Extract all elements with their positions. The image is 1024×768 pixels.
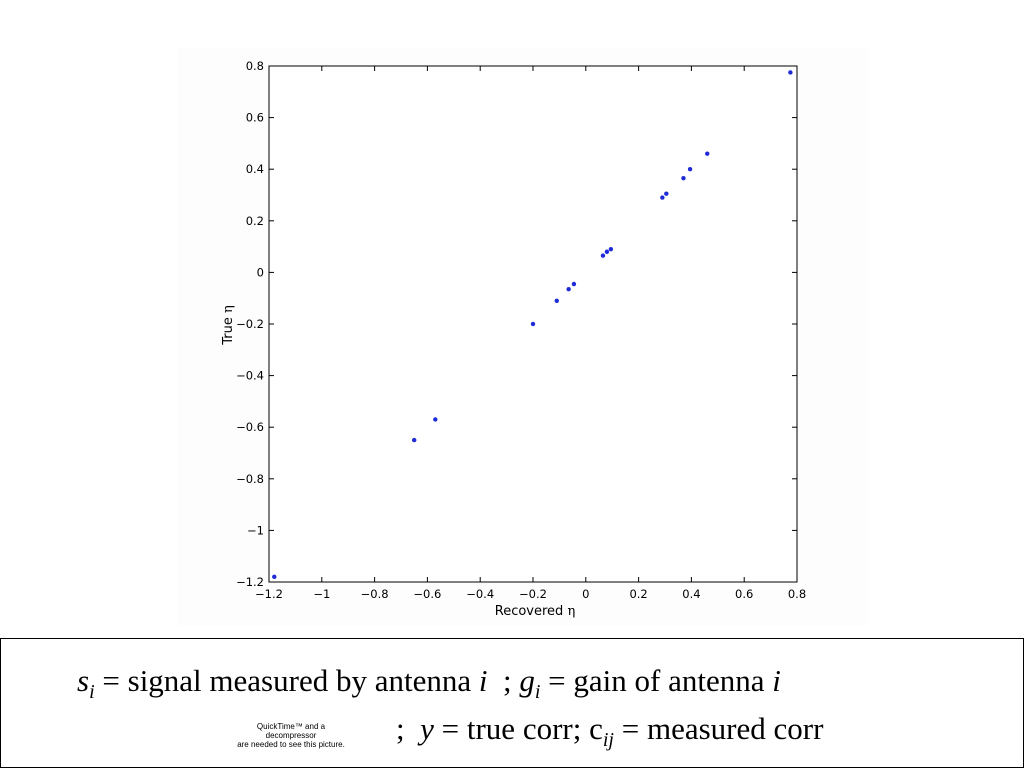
caption-text: = signal measured by antenna [94,663,479,698]
x-tick-label: −0.4 [466,587,494,601]
caption-text: = measured corr [613,711,824,746]
data-point [664,191,669,196]
symbol-i: i [772,663,781,698]
y-tick-label: 0.2 [246,214,264,228]
caption-box: si = signal measured by antenna i ; gi =… [0,638,1024,768]
caption-line-1: si = signal measured by antenna i ; gi =… [77,663,781,704]
caption-line-2: ; y = true corr; cij = measured corr [396,711,823,752]
y-tick-label: −0.4 [236,369,264,383]
data-point [608,246,614,252]
y-tick-label: −0.6 [236,420,264,434]
x-tick-label: −1 [313,587,330,601]
caption-text: = gain of antenna [540,663,773,698]
y-tick-label: −1.2 [236,575,264,589]
symbol-g: g [519,663,535,698]
y-tick-label: 0.4 [246,162,264,176]
data-point [600,253,606,258]
y-axis-title: True η [221,305,236,346]
placeholder-line: are needed to see this picture. [237,740,345,749]
y-tick-label: −0.2 [236,317,264,331]
subscript-i: i [534,681,541,703]
data-point [566,286,571,292]
caption-text: = true corr; c [433,711,603,746]
symbol-i: i [478,663,488,698]
y-tick-label: −0.8 [236,472,264,486]
symbol-s: s [77,663,90,698]
data-point [530,321,536,327]
data-point [705,151,710,156]
data-point [433,417,438,422]
symbol-y: y [420,711,434,746]
data-point [554,298,559,303]
x-tick-label: −0.2 [519,587,547,601]
quicktime-placeholder: QuickTime™ and a decompressor are needed… [206,722,376,749]
y-tick-label: 0 [257,265,264,279]
data-point [788,70,793,75]
x-tick-label: 0 [582,587,589,601]
x-tick-label: 0.8 [788,587,806,601]
caption-separator: ; [487,663,520,698]
y-tick-label: −1 [247,523,264,537]
y-tick-label: 0.8 [246,59,264,73]
data-point [660,195,665,200]
x-tick-label: −0.8 [361,587,389,601]
x-tick-label: 0.4 [682,587,700,601]
x-tick-label: 0.2 [629,587,647,601]
scatter-chart: −1.2 −1 −0.8 −0.6 −0.4 −0.2 0 0.2 0.4 0.6 0.8 −1.2 −… [221,59,806,619]
x-tick-label: 0.6 [735,587,753,601]
x-axis-title: Recovered η [495,604,575,619]
placeholder-line: QuickTime™ and a [256,722,326,731]
x-tick-label: −1.2 [255,587,283,601]
subscript-ij: ij [602,729,614,751]
placeholder-line: decompressor [265,731,317,740]
caption-separator: ; [396,711,421,746]
data-point [687,167,693,172]
x-tick-label: −0.6 [413,587,441,601]
data-point [571,281,577,287]
data-point [272,574,277,580]
y-tick-label: 0.6 [246,111,264,125]
data-point [681,176,686,181]
subscript-i: i [89,681,95,703]
data-point [604,249,610,254]
data-point [412,437,417,443]
